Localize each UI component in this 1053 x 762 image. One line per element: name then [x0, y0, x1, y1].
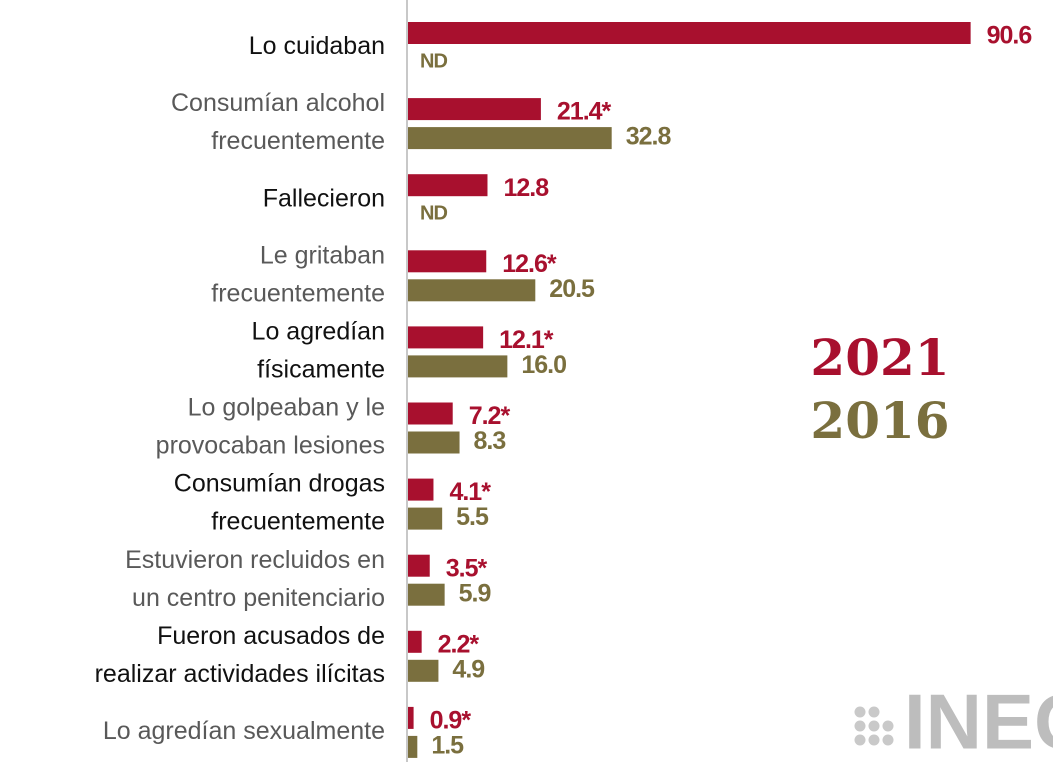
logo-dot [854, 734, 866, 746]
legend-entry: 2016 [810, 391, 949, 450]
logo-dot [868, 734, 880, 746]
value-label: 4.9 [452, 655, 484, 683]
bar [408, 174, 488, 197]
value-label: 1.5 [431, 732, 464, 760]
category-label: Lo cuidaban [249, 32, 385, 60]
logo [854, 706, 894, 746]
value-label: 90.6 [987, 22, 1032, 50]
value-label: 5.5 [456, 503, 489, 531]
bar [408, 22, 971, 44]
category-label: frecuentemente [211, 508, 385, 536]
logo-dot [854, 720, 866, 732]
bar [408, 431, 460, 454]
bar [408, 127, 612, 150]
value-label: 12.1* [499, 326, 554, 354]
value-label: 12.6* [502, 250, 557, 278]
value-label: 5.9 [459, 579, 491, 607]
bar [408, 279, 536, 302]
value-label: 32.8 [626, 123, 672, 151]
nd-label: ND [420, 202, 447, 224]
category-label: Lo agredían [252, 318, 385, 346]
nd-label: ND [420, 50, 447, 72]
category-label: un centro penitenciario [132, 584, 385, 612]
logo-dot [854, 706, 866, 718]
bar [408, 355, 508, 378]
category-label: Lo agredían sexualmente [103, 717, 385, 745]
category-label: Fueron acusados de [157, 622, 385, 650]
bar [408, 583, 445, 606]
legend-entry: 2021 [810, 328, 949, 387]
value-label: 4.1* [449, 478, 491, 506]
logo-dot [882, 720, 894, 732]
category-label: frecuentemente [211, 279, 385, 307]
category-label: provocaban lesiones [156, 432, 385, 460]
value-label: 7.2* [469, 402, 511, 430]
category-label: realizar actividades ilícitas [95, 660, 385, 688]
bar [408, 706, 414, 729]
category-label: frecuentemente [211, 127, 385, 155]
bar [408, 402, 453, 425]
category-label: Le gritaban [260, 241, 385, 269]
logo-dot [868, 720, 880, 732]
logo-text: INEGI [904, 678, 1053, 762]
category-label: Lo golpeaban y le [188, 394, 385, 422]
bar [408, 250, 487, 273]
bar [408, 478, 434, 501]
logo-dot [868, 706, 880, 718]
bar [408, 98, 541, 121]
value-label: 20.5 [549, 275, 595, 303]
bar [408, 326, 484, 349]
category-label: Consumían drogas [174, 470, 385, 498]
value-label: 21.4* [557, 98, 612, 126]
value-label: 0.9* [430, 707, 472, 735]
category-label: Estuvieron recluidos en [125, 546, 385, 574]
bar [408, 554, 430, 577]
bar [408, 659, 439, 682]
value-label: 16.0 [521, 351, 566, 379]
value-label: 12.8 [503, 174, 549, 202]
value-label: 2.2* [438, 630, 480, 658]
bar [408, 630, 422, 653]
bar [408, 507, 443, 530]
category-label: físicamente [257, 356, 385, 384]
category-label: Consumían alcohol [171, 89, 385, 117]
value-label: 8.3 [474, 427, 506, 455]
value-label: 3.5* [446, 554, 488, 582]
bar [408, 735, 418, 758]
logo-dot [882, 734, 894, 746]
category-label: Fallecieron [263, 184, 385, 212]
